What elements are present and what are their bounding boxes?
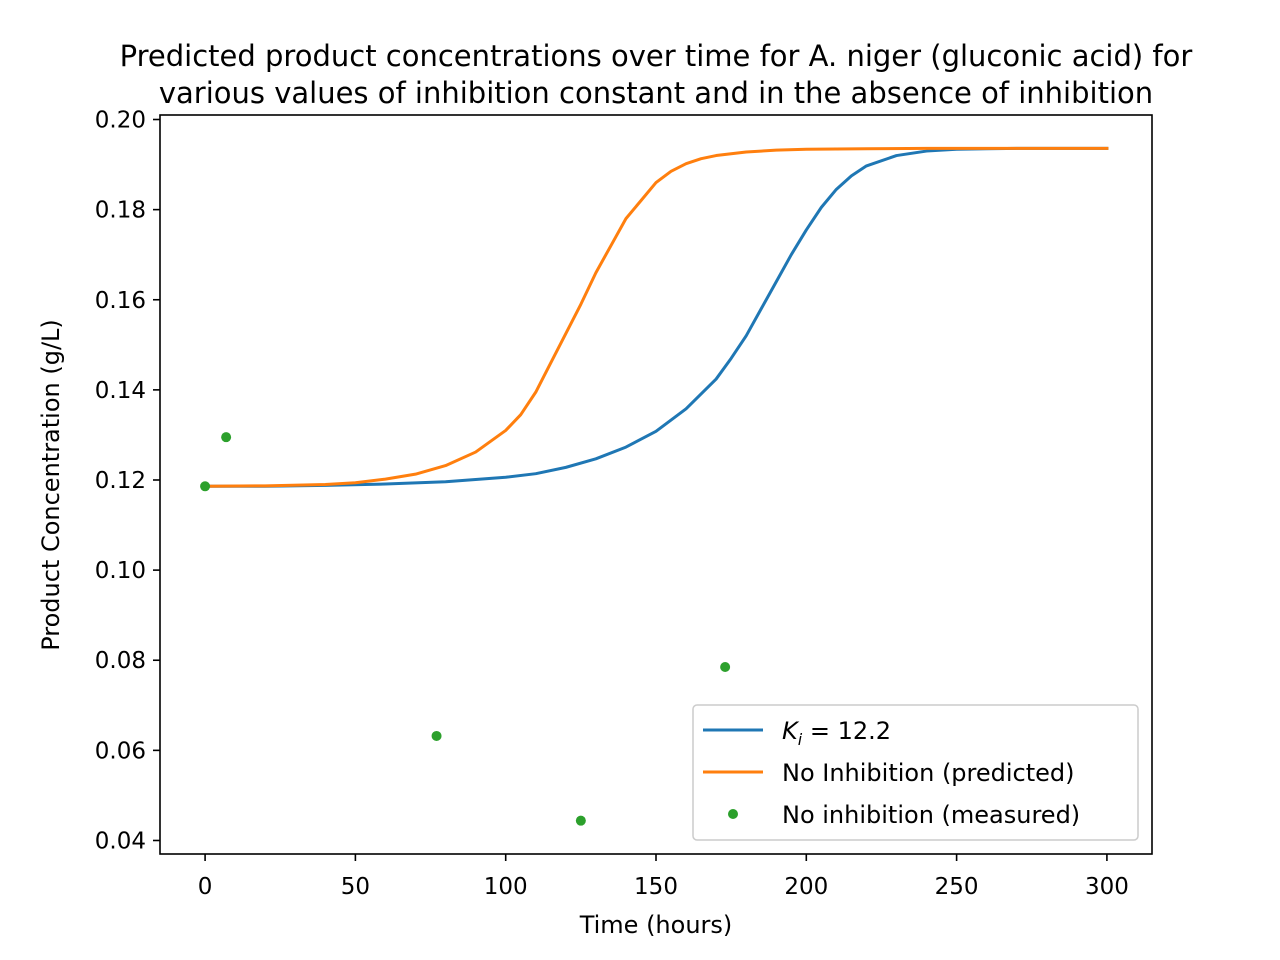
legend-box <box>692 704 1139 841</box>
x-tick-label: 0 <box>198 874 213 900</box>
x-tick-label: 300 <box>1085 874 1129 900</box>
legend-marker-no-inhibition-measured <box>728 809 738 819</box>
y-tick-label: 0.16 <box>95 288 146 314</box>
scatter-point <box>720 661 731 672</box>
legend-label-no-inhibition-predicted: No Inhibition (predicted) <box>782 759 1075 787</box>
y-tick-label: 0.12 <box>95 468 146 494</box>
y-tick-label: 0.08 <box>95 648 146 674</box>
y-tick-label: 0.18 <box>95 198 146 224</box>
x-axis-label: Time (hours) <box>579 911 733 939</box>
y-tick-label: 0.14 <box>95 378 146 404</box>
x-tick-label: 250 <box>935 874 979 900</box>
chart-title-line-1: Predicted product concentrations over ti… <box>120 39 1193 73</box>
x-tick-label: 150 <box>634 874 678 900</box>
y-axis-label: Product Concentration (g/L) <box>37 319 65 651</box>
scatter-point <box>575 815 586 826</box>
legend-label-ki-subscript: i <box>798 730 803 749</box>
legend-label-no-inhibition-measured: No inhibition (measured) <box>782 801 1080 829</box>
y-tick-label: 0.20 <box>95 108 146 134</box>
legend: Ki = 12.2 No Inhibition (predicted) No i… <box>692 704 1139 841</box>
scatter-point <box>431 730 442 741</box>
x-tick-label: 100 <box>484 874 528 900</box>
legend-label-ki-base: K <box>782 717 800 745</box>
chart-title-line-2: various values of inhibition constant an… <box>159 76 1153 110</box>
y-tick-label: 0.06 <box>95 738 146 764</box>
y-tick-label: 0.10 <box>95 558 146 584</box>
series-layer <box>200 146 1109 826</box>
legend-label-ki: Ki = 12.2 <box>782 717 891 749</box>
scatter-point <box>221 432 232 443</box>
y-tick-label: 0.04 <box>95 828 146 854</box>
plot-frame <box>159 114 1153 855</box>
x-tick-label: 200 <box>784 874 828 900</box>
y-axis-ticks: 0.04 0.06 0.08 0.10 0.12 0.14 0.16 0.18 0.20 <box>95 108 160 854</box>
series-line-1 <box>203 146 1109 488</box>
scatter-point <box>200 481 211 492</box>
x-axis-ticks: 0 50 100 150 200 250 300 <box>198 854 1129 900</box>
legend-label-ki-value: = 12.2 <box>802 717 891 745</box>
x-tick-label: 50 <box>341 874 370 900</box>
